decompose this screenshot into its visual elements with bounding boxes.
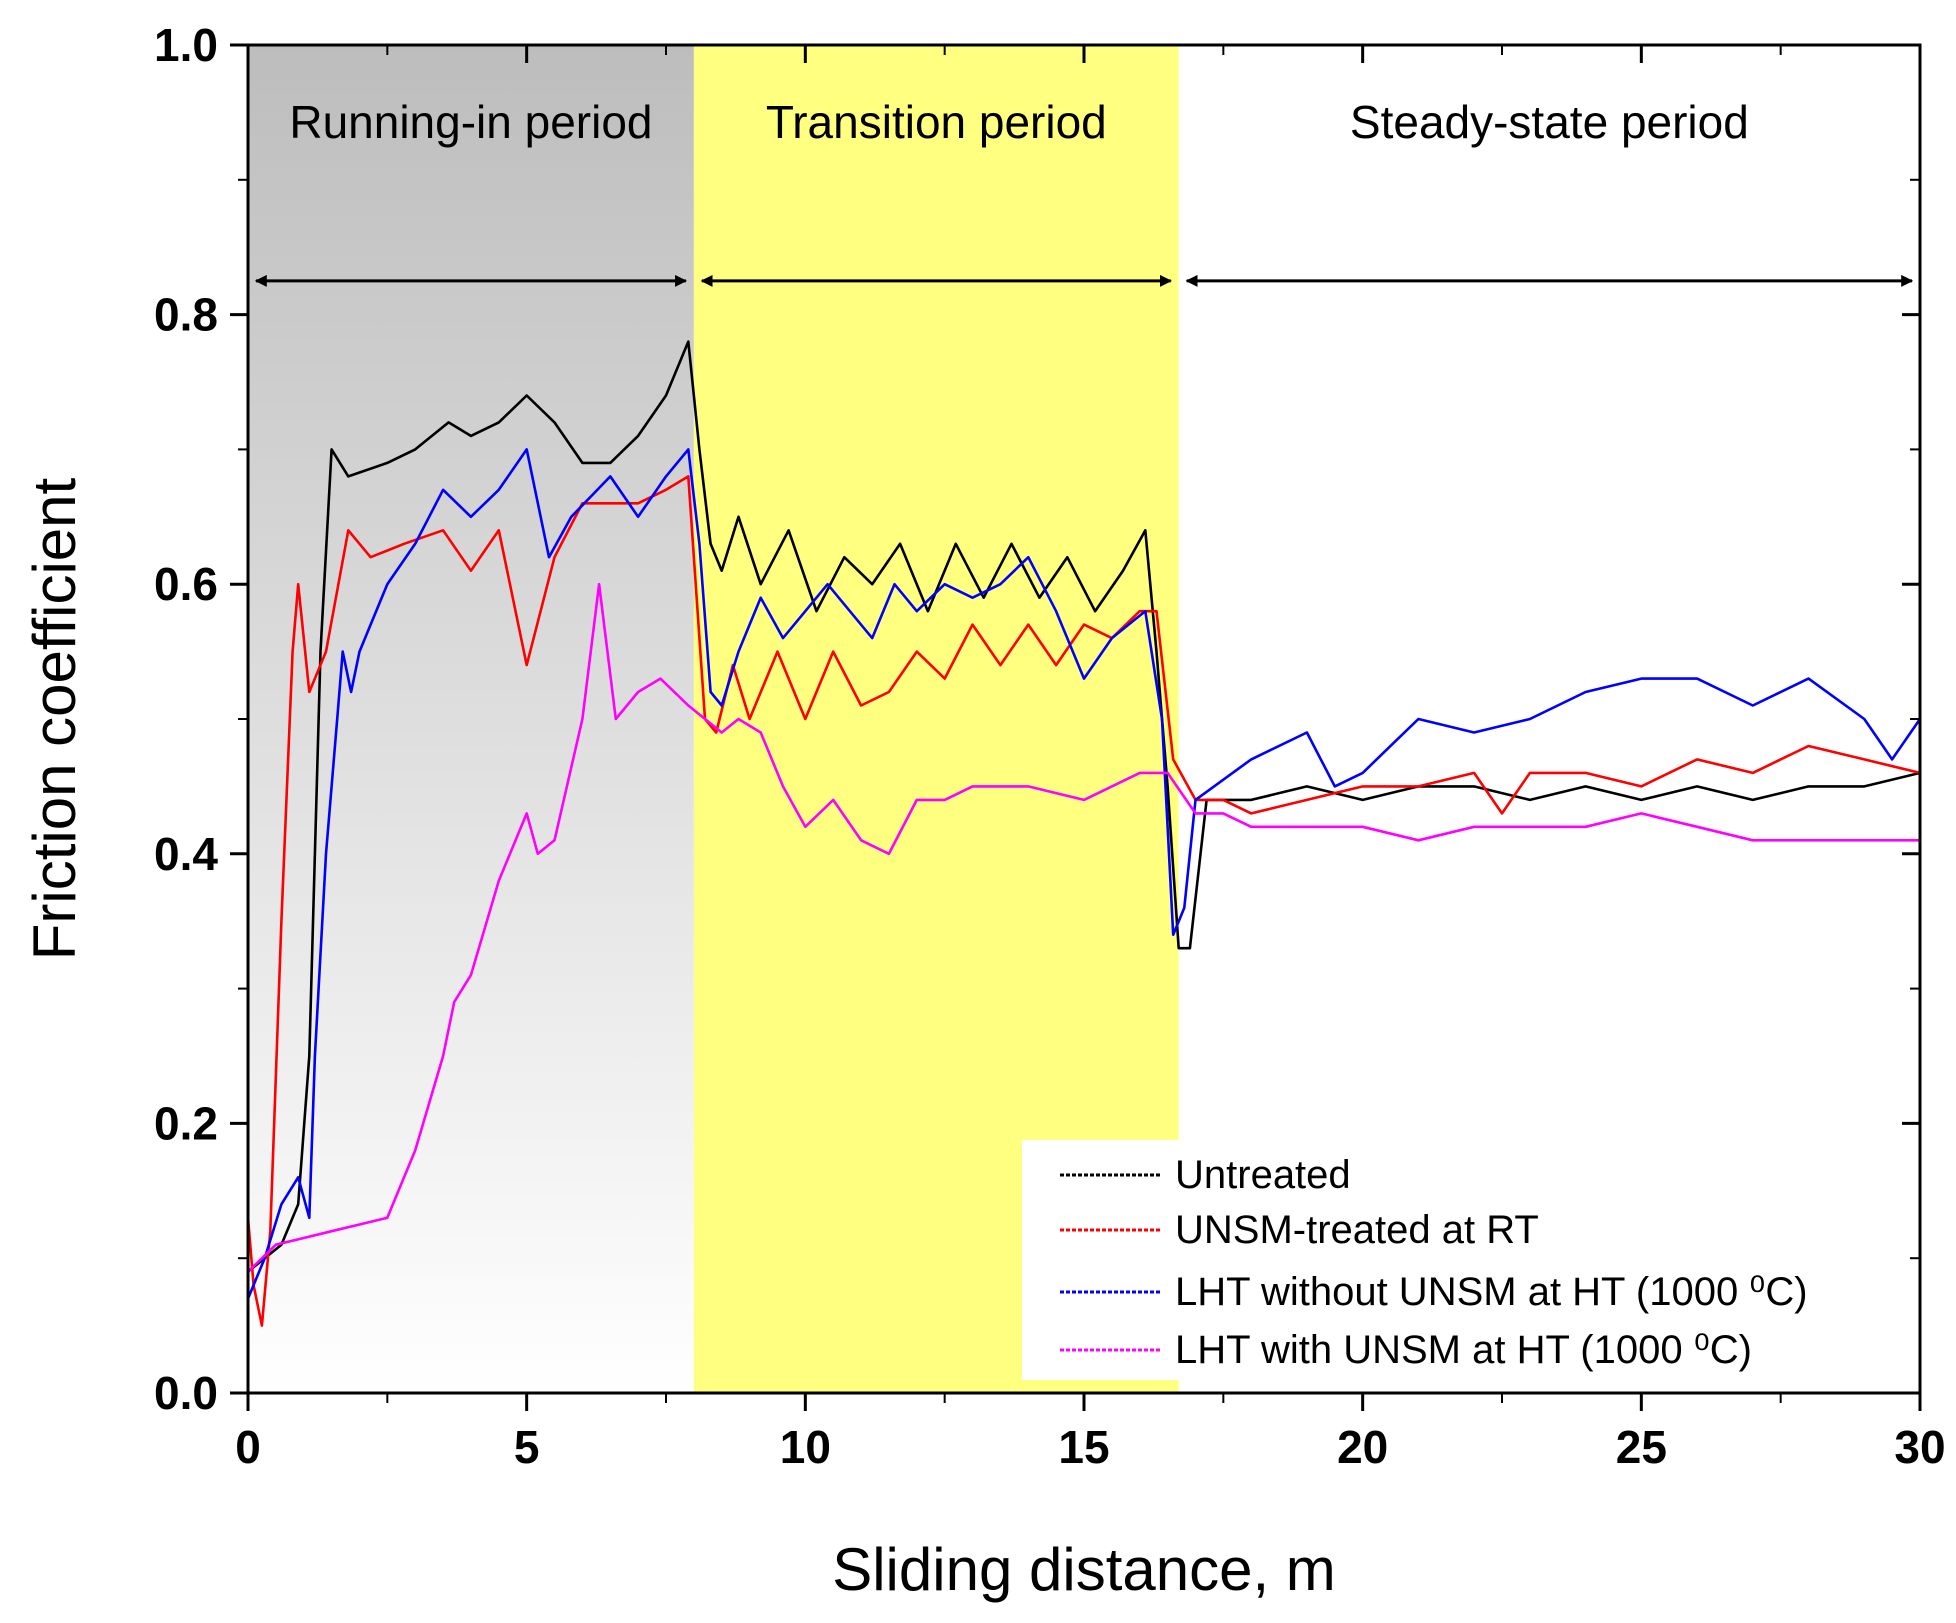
y-tick-label: 0.8 (154, 289, 218, 341)
x-tick-label: 30 (1894, 1421, 1945, 1473)
y-tick-label: 0.6 (154, 558, 218, 610)
x-tick-label: 20 (1337, 1421, 1388, 1473)
y-tick-label: 0.2 (154, 1097, 218, 1149)
series-lines (246, 340, 1922, 1327)
legend-label-lht-without-unsm: LHT without UNSM at HT (1000 ⁰C) (1175, 1270, 1808, 1314)
x-tick-label: 0 (235, 1421, 261, 1473)
steady-state-period-label: Steady-state period (1350, 96, 1749, 148)
series-line-1 (246, 475, 1921, 1327)
x-tick-label: 25 (1616, 1421, 1667, 1473)
y-tick-label: 1.0 (154, 19, 218, 71)
legend-label-unsm-rt: UNSM-treated at RT (1175, 1208, 1539, 1252)
x-axis-title: Sliding distance, m (832, 1536, 1336, 1603)
running-in-period-label: Running-in period (289, 96, 652, 148)
x-tick-label: 15 (1058, 1421, 1109, 1473)
legend-label-lht-with-unsm: LHT with UNSM at HT (1000 ⁰C) (1175, 1328, 1752, 1372)
x-tick-label: 10 (780, 1421, 831, 1473)
series-line-2 (246, 448, 1922, 1300)
axis-ticks: 0 5 10 15 20 25 30 0.0 0.2 0.4 0.6 0.8 1.0 (154, 19, 1946, 1473)
series-line-3 (247, 582, 1920, 1273)
legend: Untreated UNSM-treated at RT LHT without… (1022, 1140, 1808, 1380)
y-tick-label: 0.4 (154, 828, 218, 880)
x-tick-label: 5 (514, 1421, 540, 1473)
y-axis-title: Friction coefficient (21, 477, 88, 960)
transition-period-label: Transition period (766, 96, 1107, 148)
legend-background (1022, 1140, 1542, 1380)
legend-label-untreated: Untreated (1175, 1153, 1351, 1197)
y-tick-label: 0.0 (154, 1367, 218, 1419)
running-in-region (248, 45, 694, 1393)
series-line-0 (247, 340, 1921, 1273)
